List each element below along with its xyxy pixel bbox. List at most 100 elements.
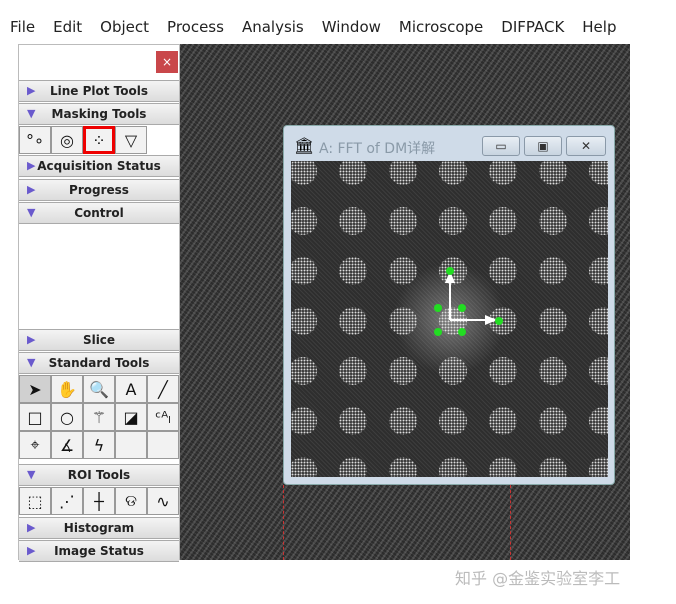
mask-spot <box>291 407 317 435</box>
handle-point <box>446 267 454 275</box>
wedge-mask-icon[interactable]: ▽ <box>115 126 147 154</box>
mask-spot <box>539 307 567 335</box>
maximize-button[interactable]: ▣ <box>524 136 562 156</box>
fft-window[interactable]: 🏛 A: FFT of DM详解 ▭ ▣ ✕ <box>283 125 615 485</box>
mask-spot <box>489 257 517 285</box>
oval-icon[interactable]: ○ <box>51 403 83 431</box>
line-icon[interactable]: ╱ <box>147 375 179 403</box>
mask-spot <box>439 407 467 435</box>
mask-spot <box>389 207 417 235</box>
ring-mask-icon[interactable]: ◎ <box>51 126 83 154</box>
mask-spot <box>339 307 367 335</box>
menu-bar: File Edit Object Process Analysis Window Micro… <box>0 12 640 42</box>
line-roi-icon[interactable]: ⋰ <box>51 487 83 515</box>
mask-spot <box>539 407 567 435</box>
mask-spot <box>589 307 608 335</box>
mask-spot <box>339 407 367 435</box>
mask-spot <box>291 457 317 477</box>
mask-spot <box>439 161 467 185</box>
array-mask-icon[interactable]: ⁘ <box>83 126 115 154</box>
mask-spot <box>539 161 567 185</box>
handle-point <box>458 304 466 312</box>
mask-spot <box>291 257 317 285</box>
close-panel-button[interactable]: × <box>156 51 178 73</box>
menu-microscope[interactable]: Microscope <box>398 18 484 36</box>
close-window-button[interactable]: ✕ <box>566 136 606 156</box>
expand-icon: ▶ <box>27 159 36 172</box>
menu-file[interactable]: File <box>10 18 36 36</box>
minimize-button[interactable]: ▭ <box>482 136 520 156</box>
roi-tools-row: ⬚ ⋰ ┼ ଡ ∿ <box>19 487 179 515</box>
mask-spot <box>389 357 417 385</box>
menu-edit[interactable]: Edit <box>53 18 83 36</box>
section-roi-tools[interactable]: ▼ ROI Tools <box>19 464 179 486</box>
mask-spot <box>589 457 608 477</box>
section-image-status[interactable]: ▶ Image Status <box>19 540 179 562</box>
mask-spot <box>339 357 367 385</box>
collapse-icon: ▼ <box>27 356 36 369</box>
mask-spot <box>589 207 608 235</box>
mask-spot <box>539 457 567 477</box>
expand-icon: ▶ <box>27 333 36 346</box>
fft-image[interactable] <box>291 161 608 477</box>
watermark: 知乎 @金鉴实验室李工 <box>455 569 621 588</box>
pointer-icon[interactable]: ➤ <box>19 375 51 403</box>
lightning-icon[interactable]: ϟ <box>83 431 115 459</box>
section-masking-tools[interactable]: ▼ Masking Tools <box>19 103 179 125</box>
section-progress[interactable]: ▶ Progress <box>19 179 179 201</box>
mask-spot <box>489 207 517 235</box>
mask-spot <box>439 207 467 235</box>
mask-spot <box>539 257 567 285</box>
text-icon[interactable]: A <box>115 375 147 403</box>
magic-wand-icon[interactable]: ⚚ <box>83 403 115 431</box>
menu-difpack[interactable]: DIFPACK <box>501 18 565 36</box>
section-control[interactable]: ▼ Control <box>19 202 179 224</box>
section-acquisition-status[interactable]: ▶ Acquisition Status <box>19 155 179 177</box>
handle-point <box>434 304 442 312</box>
expand-icon: ▶ <box>27 521 36 534</box>
lasso-icon[interactable]: ଡ <box>115 487 147 515</box>
mask-spot <box>439 357 467 385</box>
handle-point <box>495 317 503 325</box>
menu-window[interactable]: Window <box>321 18 381 36</box>
collapse-icon: ▼ <box>27 107 36 120</box>
mask-spot <box>389 307 417 335</box>
magnifier-icon[interactable]: 🔍 <box>83 375 115 403</box>
collapse-icon: ▼ <box>27 206 36 219</box>
floating-tool-panel: × ▶ Line Plot Tools ▼ Masking Tools °∘ ◎ ⁘ ▽ … <box>18 44 180 562</box>
mask-spot <box>339 257 367 285</box>
section-standard-tools[interactable]: ▼ Standard Tools <box>19 352 179 374</box>
mask-spot <box>291 207 317 235</box>
menu-object[interactable]: Object <box>100 18 150 36</box>
angle-icon[interactable]: ∡ <box>51 431 83 459</box>
mask-spot <box>489 407 517 435</box>
masking-tools-row: °∘ ◎ ⁘ ▽ <box>19 126 147 154</box>
crosshair-icon[interactable]: ⌖ <box>19 431 51 459</box>
dashed-line <box>283 485 284 560</box>
freehand-icon[interactable]: ∿ <box>147 487 179 515</box>
menu-analysis[interactable]: Analysis <box>241 18 304 36</box>
rect-roi-icon[interactable]: ⬚ <box>19 487 51 515</box>
rectangle-icon[interactable]: □ <box>19 403 51 431</box>
menu-help[interactable]: Help <box>582 18 617 36</box>
point-roi-icon[interactable]: ┼ <box>83 487 115 515</box>
standard-tools-grid: ➤ ✋ 🔍 A ╱ □ ○ ⚚ ◪ ᶜᴬₗ ⌖ ∡ ϟ <box>19 375 179 459</box>
section-line-plot-tools[interactable]: ▶ Line Plot Tools <box>19 80 179 102</box>
section-slice[interactable]: ▶ Slice <box>19 329 179 351</box>
expand-icon: ▶ <box>27 84 36 97</box>
expand-icon: ▶ <box>27 544 36 557</box>
profile-icon[interactable]: ◪ <box>115 403 147 431</box>
empty-tool-slot <box>115 431 147 459</box>
mask-spot <box>439 457 467 477</box>
point-mask-icon[interactable]: °∘ <box>19 126 51 154</box>
menu-process[interactable]: Process <box>167 18 224 36</box>
section-histogram[interactable]: ▶ Histogram <box>19 517 179 539</box>
hand-icon[interactable]: ✋ <box>51 375 83 403</box>
dm-window-icon: 🏛 <box>294 136 315 155</box>
mask-spot <box>389 407 417 435</box>
mask-spot <box>489 357 517 385</box>
calibration-icon[interactable]: ᶜᴬₗ <box>147 403 179 431</box>
mask-spot <box>389 161 417 185</box>
mask-spot <box>291 161 317 185</box>
mask-spot <box>589 407 608 435</box>
